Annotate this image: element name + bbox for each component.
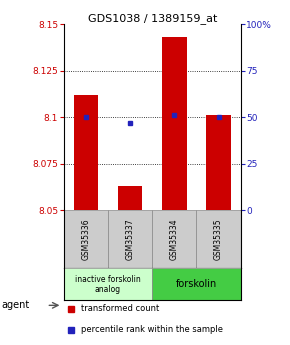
Bar <box>74 95 98 210</box>
Text: GSM35337: GSM35337 <box>126 218 135 260</box>
Bar <box>152 268 241 300</box>
Bar <box>118 186 142 210</box>
Text: GSM35334: GSM35334 <box>170 218 179 260</box>
Bar <box>206 115 231 210</box>
Text: percentile rank within the sample: percentile rank within the sample <box>81 325 224 334</box>
Bar <box>152 210 197 268</box>
Text: GSM35335: GSM35335 <box>214 218 223 260</box>
Bar <box>196 210 241 268</box>
Title: GDS1038 / 1389159_at: GDS1038 / 1389159_at <box>88 13 217 24</box>
Text: transformed count: transformed count <box>81 304 160 313</box>
Text: agent: agent <box>1 300 30 310</box>
Text: forskolin: forskolin <box>176 279 217 289</box>
Text: GSM35336: GSM35336 <box>81 218 90 260</box>
Bar <box>64 268 152 300</box>
Bar <box>64 210 108 268</box>
Bar <box>108 210 152 268</box>
Bar <box>162 37 186 210</box>
Text: inactive forskolin
analog: inactive forskolin analog <box>75 275 141 294</box>
